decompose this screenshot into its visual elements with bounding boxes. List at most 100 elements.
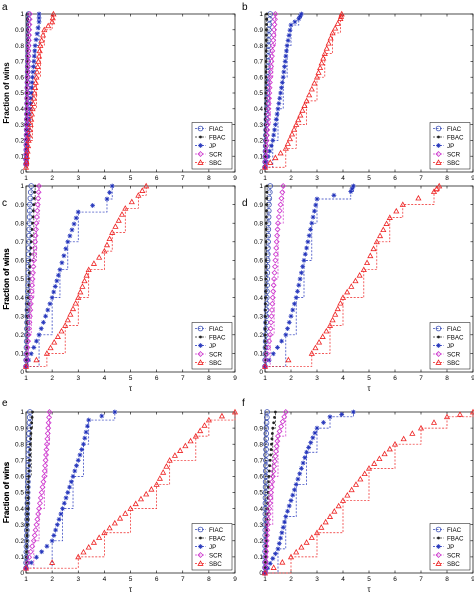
data-point xyxy=(70,474,76,479)
data-point xyxy=(285,356,292,363)
data-point xyxy=(265,209,268,213)
data-point xyxy=(274,232,281,239)
data-point xyxy=(264,521,271,528)
data-point xyxy=(33,521,40,528)
legend-entry: JP xyxy=(209,544,216,551)
y-tick-label: 0.2 xyxy=(15,538,24,545)
data-point xyxy=(33,184,37,188)
x-tick-label: 1 xyxy=(263,375,267,382)
data-point xyxy=(118,211,126,217)
data-point xyxy=(61,500,67,506)
data-point xyxy=(24,63,31,70)
data-point xyxy=(231,408,239,415)
x-tick-label: 1 xyxy=(24,576,28,583)
data-point xyxy=(24,95,31,102)
data-point xyxy=(82,435,88,441)
y-tick-label: 0.9 xyxy=(254,202,263,209)
data-point xyxy=(75,553,82,560)
data-point xyxy=(272,251,279,258)
y-tick-label: 0.3 xyxy=(254,122,263,129)
legend-marker xyxy=(435,560,442,566)
legend-marker xyxy=(197,359,204,365)
data-point xyxy=(339,497,347,503)
y-tick-label: 0.3 xyxy=(15,122,24,129)
data-point xyxy=(265,344,272,351)
data-point xyxy=(344,288,351,295)
y-tick-label: 0.3 xyxy=(15,522,24,529)
data-point xyxy=(297,471,303,477)
x-tick-label: 3 xyxy=(315,375,319,382)
data-point xyxy=(74,463,79,469)
data-point xyxy=(37,42,44,48)
data-point xyxy=(271,276,278,282)
data-point xyxy=(265,511,272,517)
data-point xyxy=(269,47,276,54)
data-point xyxy=(316,339,323,345)
data-point xyxy=(264,532,270,539)
data-point xyxy=(38,326,44,331)
data-point xyxy=(367,252,374,259)
data-point xyxy=(60,506,65,511)
y-tick-label: 0.3 xyxy=(15,313,24,320)
series-line xyxy=(265,186,284,367)
data-point xyxy=(322,518,329,525)
data-point xyxy=(266,84,273,91)
data-point xyxy=(266,357,272,363)
data-point xyxy=(72,468,78,474)
data-point xyxy=(24,90,31,96)
data-point xyxy=(90,203,96,208)
x-tick-label: 8 xyxy=(445,175,449,182)
data-point xyxy=(42,457,49,464)
series-line xyxy=(265,412,287,574)
data-point xyxy=(36,47,43,54)
data-point xyxy=(348,486,355,493)
data-point xyxy=(47,344,54,351)
data-point xyxy=(23,357,30,364)
data-point xyxy=(264,102,267,105)
data-point xyxy=(268,63,275,70)
data-point xyxy=(268,489,275,496)
data-point xyxy=(262,564,269,571)
data-point xyxy=(317,64,324,71)
data-point xyxy=(43,350,50,356)
data-point xyxy=(271,132,277,138)
data-point xyxy=(312,344,319,351)
data-point xyxy=(36,183,43,189)
data-point xyxy=(351,183,356,189)
data-point xyxy=(301,258,307,263)
data-point xyxy=(25,47,32,54)
data-point xyxy=(268,319,275,326)
data-point xyxy=(352,481,360,487)
data-point xyxy=(380,226,387,233)
data-point xyxy=(32,79,39,85)
series-jp xyxy=(23,409,118,571)
series-sbc xyxy=(261,408,474,576)
data-point xyxy=(332,24,339,31)
data-point xyxy=(26,32,33,39)
data-point xyxy=(24,484,31,490)
data-point xyxy=(264,116,271,123)
data-point xyxy=(264,75,268,79)
y-tick-label: 0.2 xyxy=(254,538,263,545)
x-tick-label: 8 xyxy=(207,175,211,182)
legend-entry: SCR xyxy=(447,151,461,158)
legend-entry: JP xyxy=(447,343,454,350)
x-tick-label: 4 xyxy=(341,375,345,382)
data-point xyxy=(160,469,167,475)
data-point xyxy=(54,278,60,284)
data-point xyxy=(115,217,122,223)
data-point xyxy=(28,458,31,462)
data-point xyxy=(65,490,71,495)
data-point xyxy=(31,64,36,70)
data-point xyxy=(31,345,37,350)
data-point xyxy=(263,430,270,437)
data-point xyxy=(264,44,268,47)
data-point xyxy=(25,42,32,49)
data-point xyxy=(272,453,279,460)
data-point xyxy=(25,523,29,527)
data-point xyxy=(264,265,268,268)
data-point xyxy=(264,49,268,53)
data-point xyxy=(263,132,269,139)
data-point xyxy=(265,33,268,37)
